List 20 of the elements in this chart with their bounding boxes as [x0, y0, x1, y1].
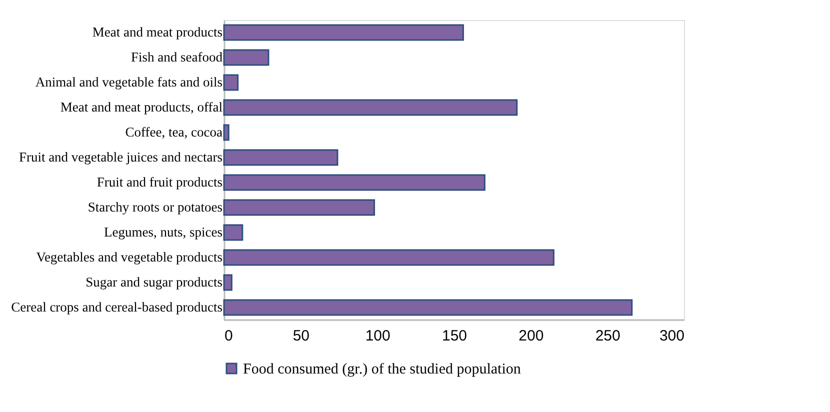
y-tick-label: Animal and vegetable fats and oils: [35, 74, 222, 90]
y-tick-label: Cereal crops and cereal-based products: [11, 300, 222, 314]
x-tick-label: 300: [659, 328, 684, 344]
x-tick-label: 250: [595, 328, 620, 344]
y-tick-label: Fish and seafood: [131, 50, 223, 64]
y-tick-label: Vegetables and vegetable products: [36, 250, 222, 264]
legend-label: Food consumed (gr.) of the studied population: [243, 362, 522, 378]
y-tick-label: Meat and meat products: [92, 24, 222, 40]
x-tick-label: 0: [224, 328, 233, 344]
y-tick-label: Starchy roots or potatoes: [88, 200, 222, 214]
y-tick-label: Fruit and vegetable juices and nectars: [18, 150, 222, 164]
x-tick-label: 200: [518, 328, 544, 344]
y-tick-label: Legumes, nuts, spices: [104, 224, 222, 240]
y-tick-label: Coffee, tea, cocoa: [125, 124, 222, 140]
x-tick-label: 100: [365, 328, 390, 344]
y-tick-label: Fruit and fruit products: [96, 174, 222, 190]
y-tick-label: Meat and meat products, offal: [60, 100, 223, 114]
x-tick-label: 150: [442, 328, 468, 344]
y-tick-label: Sugar and sugar products: [86, 274, 222, 290]
x-tick-label: 50: [292, 328, 310, 344]
